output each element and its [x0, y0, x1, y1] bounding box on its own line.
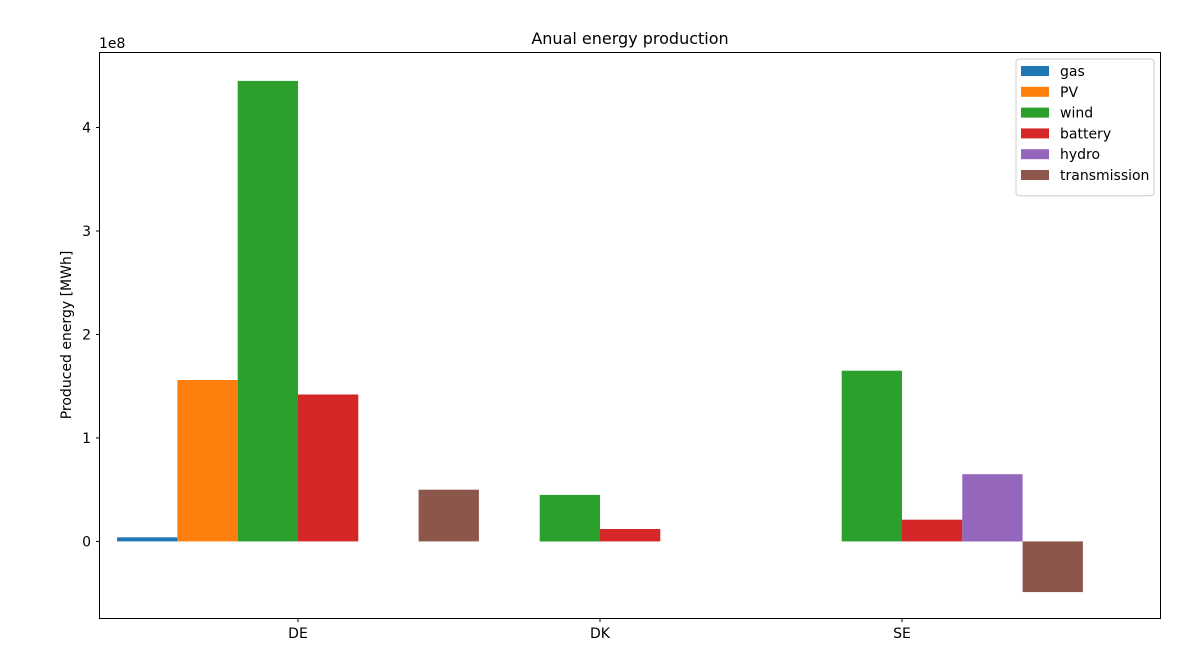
bar-transmission-se: [1022, 541, 1083, 593]
bar-battery-dk: [600, 529, 661, 542]
y-tick-label: 2: [82, 327, 91, 343]
legend-frame: [1015, 58, 1155, 197]
legend: gas PV wind battery hydro transmission: [1015, 58, 1155, 197]
bar-hydro-se: [962, 474, 1023, 542]
x-tick-label: DE: [288, 626, 308, 642]
bar-battery-se: [902, 519, 963, 542]
legend-swatch-hydro: [1021, 149, 1049, 160]
bar-transmission-de: [418, 489, 479, 542]
y-scale-label: 1e8: [99, 36, 125, 52]
y-tick-label: 4: [82, 121, 91, 137]
bar-battery-de: [298, 394, 359, 542]
legend-swatch-pv: [1021, 86, 1049, 97]
legend-label-pv: PV: [1060, 85, 1078, 101]
legend-swatch-gas: [1021, 66, 1049, 76]
y-tick-label: 0: [82, 534, 91, 550]
legend-label-transmission: transmission: [1060, 168, 1149, 184]
y-axis-label: Produced energy [MWh]: [59, 251, 75, 420]
plot-frame: [99, 52, 1161, 619]
legend-swatch-battery: [1021, 128, 1049, 139]
bars-group: [117, 80, 1083, 593]
legend-label-gas: gas: [1060, 64, 1085, 80]
bar-gas-de: [117, 537, 178, 542]
x-axis: DE DK SE: [288, 618, 911, 642]
legend-label-hydro: hydro: [1060, 147, 1100, 163]
legend-label-battery: battery: [1060, 126, 1111, 142]
y-tick-label: 1: [82, 431, 91, 447]
x-tick-label: DK: [590, 626, 611, 642]
y-tick-label: 3: [82, 224, 91, 240]
legend-label-wind: wind: [1060, 106, 1093, 122]
bar-wind-de: [237, 80, 298, 542]
legend-swatch-transmission: [1021, 170, 1049, 180]
y-axis: 0 1 2 3 4: [82, 121, 100, 550]
legend-swatch-wind: [1021, 107, 1049, 118]
chart-title: Anual energy production: [531, 29, 728, 48]
x-tick-label: SE: [893, 626, 911, 642]
bar-pv-de: [177, 380, 238, 542]
bar-wind-se: [841, 370, 902, 542]
bar-wind-dk: [539, 494, 600, 542]
